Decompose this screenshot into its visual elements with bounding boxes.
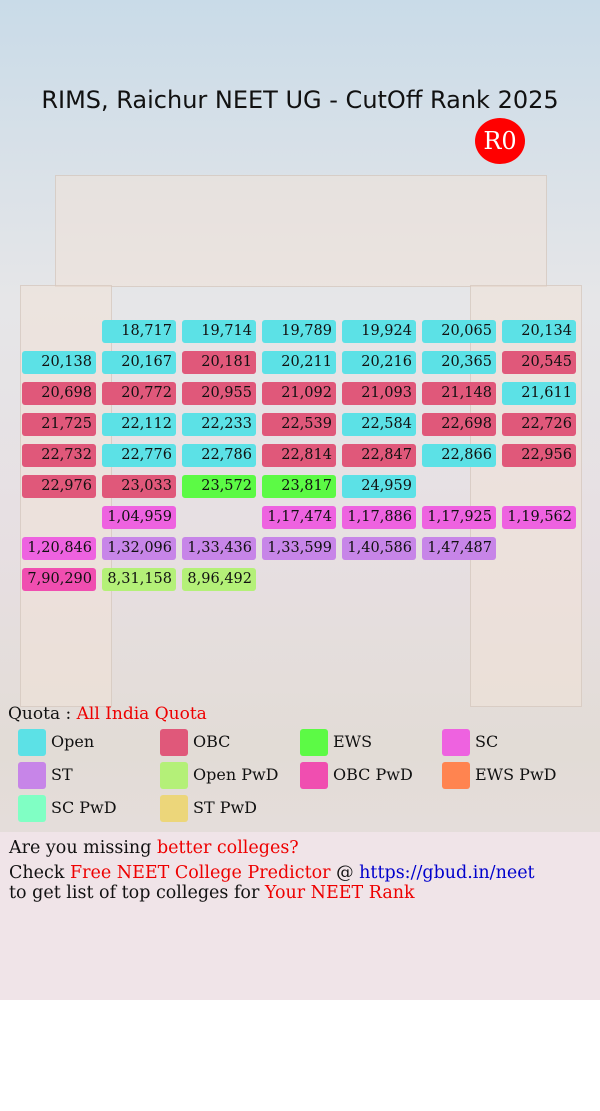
highlight[interactable]: Free NEET College Predictor — [70, 863, 331, 883]
legend-swatch — [160, 762, 188, 789]
rank-cell: 20,065 — [422, 320, 496, 343]
legend-label: Open PwD — [193, 765, 279, 784]
rank-cell: 20,365 — [422, 351, 496, 374]
rank-cell: 22,112 — [102, 413, 176, 436]
rank-cell: 23,033 — [102, 475, 176, 498]
rank-cell: 20,216 — [342, 351, 416, 374]
legend-swatch — [18, 762, 46, 789]
rank-cell: 19,714 — [182, 320, 256, 343]
legend-label: ST PwD — [193, 798, 258, 817]
rank-cell: 21,148 — [422, 382, 496, 405]
rank-cell: 1,32,096 — [102, 537, 176, 560]
highlight: better colleges? — [156, 838, 299, 858]
legend-label: SC PwD — [51, 798, 117, 817]
rank-cell: 22,786 — [182, 444, 256, 467]
rank-cell: 1,33,436 — [182, 537, 256, 560]
rank-cell: 19,924 — [342, 320, 416, 343]
rank-cell: 18,717 — [102, 320, 176, 343]
legend-swatch — [18, 729, 46, 756]
rank-cell: 21,093 — [342, 382, 416, 405]
quota-value: All India Quota — [76, 704, 207, 724]
rank-cell: 22,956 — [502, 444, 576, 467]
rank-cell: 20,167 — [102, 351, 176, 374]
legend-swatch — [18, 795, 46, 822]
text: @ — [330, 863, 360, 883]
rank-cell: 22,776 — [102, 444, 176, 467]
legend-label: SC — [475, 732, 499, 751]
legend-swatch — [300, 762, 328, 789]
legend-swatch — [442, 729, 470, 756]
rank-cell: 20,211 — [262, 351, 336, 374]
rank-cell: 22,732 — [22, 444, 96, 467]
link[interactable]: https://gbud.in/neet — [359, 863, 535, 883]
legend-label: EWS — [333, 732, 373, 751]
text: to get list of top colleges for — [9, 883, 265, 903]
rank-cell: 21,725 — [22, 413, 96, 436]
rank-cell: 24,959 — [342, 475, 416, 498]
rank-cell: 21,092 — [262, 382, 336, 405]
rank-cell: 1,20,846 — [22, 537, 96, 560]
gate-top — [55, 175, 547, 287]
legend-label: EWS PwD — [475, 765, 557, 784]
rank-cell: 7,90,290 — [22, 568, 96, 591]
legend-label: OBC — [193, 732, 231, 751]
rank-cell: 1,17,886 — [342, 506, 416, 529]
rank-cell: 22,976 — [22, 475, 96, 498]
rank-cell: 21,611 — [502, 382, 576, 405]
rank-cell: 22,698 — [422, 413, 496, 436]
rank-cell: 20,134 — [502, 320, 576, 343]
rank-cell: 20,955 — [182, 382, 256, 405]
rank-cell: 20,138 — [22, 351, 96, 374]
rank-cell: 1,04,959 — [102, 506, 176, 529]
rank-cell: 22,814 — [262, 444, 336, 467]
rank-cell: 1,17,925 — [422, 506, 496, 529]
legend-swatch — [160, 729, 188, 756]
rank-cell: 22,866 — [422, 444, 496, 467]
legend-label: Open — [51, 732, 95, 751]
rank-cell: 22,726 — [502, 413, 576, 436]
rank-cell: 19,789 — [262, 320, 336, 343]
title: RIMS, Raichur NEET UG - CutOff Rank 2025 — [41, 86, 559, 114]
rank-cell: 1,19,562 — [502, 506, 576, 529]
rank-cell: 1,17,474 — [262, 506, 336, 529]
quota-label: Quota : — [8, 704, 72, 724]
rank-cell: 22,847 — [342, 444, 416, 467]
legend-swatch — [442, 762, 470, 789]
rank-cell: 22,539 — [262, 413, 336, 436]
footer-line: Are you missing better colleges? — [9, 838, 299, 858]
rank-cell: 22,233 — [182, 413, 256, 436]
footer-line: to get list of top colleges for Your NEE… — [9, 883, 415, 903]
text: Are you missing — [9, 838, 157, 858]
legend-swatch — [300, 729, 328, 756]
rank-cell: 22,584 — [342, 413, 416, 436]
round-badge: R0 — [475, 118, 525, 164]
rank-cell: 23,572 — [182, 475, 256, 498]
rank-cell: 23,817 — [262, 475, 336, 498]
rank-cell: 20,181 — [182, 351, 256, 374]
legend-label: OBC PwD — [333, 765, 413, 784]
rank-cell: 1,47,487 — [422, 537, 496, 560]
footer: Are you missing better colleges? Check F… — [0, 832, 600, 1000]
rank-cell: 8,96,492 — [182, 568, 256, 591]
footer-line: Check Free NEET College Predictor @ http… — [9, 863, 535, 883]
text: Check — [9, 863, 70, 883]
pillar — [470, 285, 582, 707]
rank-cell: 1,40,586 — [342, 537, 416, 560]
legend-swatch — [160, 795, 188, 822]
legend-label: ST — [51, 765, 73, 784]
rank-cell: 20,545 — [502, 351, 576, 374]
rank-cell: 20,698 — [22, 382, 96, 405]
highlight: Your NEET Rank — [264, 883, 415, 903]
rank-cell: 20,772 — [102, 382, 176, 405]
rank-cell: 1,33,599 — [262, 537, 336, 560]
quota-line: Quota : All India Quota — [8, 704, 207, 724]
rank-cell: 8,31,158 — [102, 568, 176, 591]
